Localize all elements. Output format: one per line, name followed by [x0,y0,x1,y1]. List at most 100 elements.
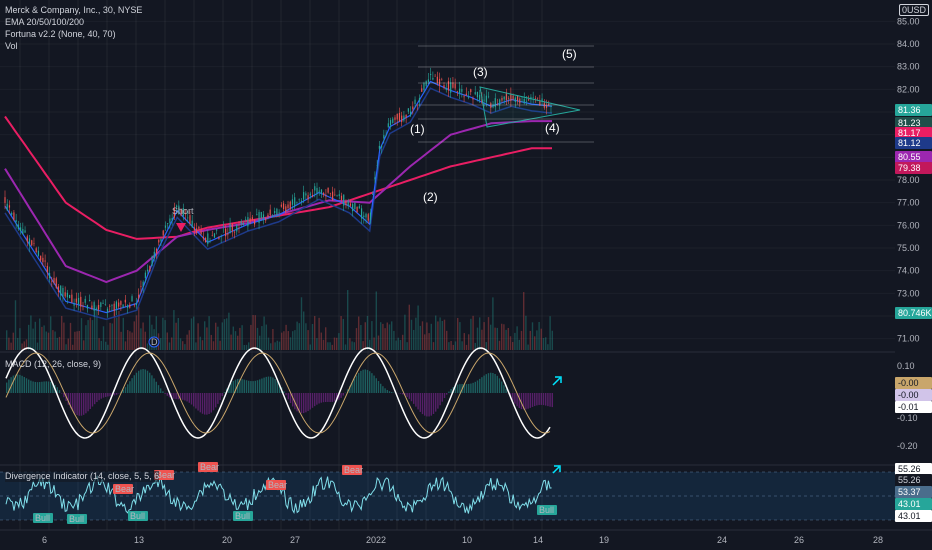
macd-tag: -0.00 [895,389,932,401]
macd-hist-bar [118,393,120,394]
macd-hist-bar [254,380,256,393]
candle-body [285,206,287,213]
volume-bar [208,316,210,350]
wave-5-label: (5) [562,47,577,61]
macd-hist-bar [234,379,237,393]
volume-bar [527,344,529,350]
macd-hist-bar [217,393,219,404]
wave-4-label: (4) [545,121,560,135]
bull-label-bg [33,513,53,523]
wave-3-label: (3) [473,65,488,79]
macd-hist-bar [193,393,195,407]
volume-bar [278,341,281,350]
candle-body [409,111,412,115]
macd-hist-bar [28,379,30,393]
volume-bar [545,337,547,350]
candle-body [120,301,122,305]
candle-body [233,231,236,233]
volume-bar [294,330,296,350]
volume-bar [36,342,39,350]
volume-bar [322,339,325,350]
macd-hist-bar [384,388,386,393]
volume-bar [127,330,129,350]
candle-body [213,233,216,238]
macd-hist-bar [206,393,208,415]
candle-body [358,206,360,209]
currency-prefix: 0 [901,5,907,15]
bear-label: Bear [268,480,287,490]
volume-bar [439,317,441,350]
macd-hist-bar [201,393,204,414]
time-tick-label: 6 [42,535,47,545]
volume-bar [219,340,221,350]
macd-hist-bar [505,389,507,393]
candle-body [363,215,365,218]
bear-label: Bear [115,484,134,494]
macd-hist-bar [78,393,80,416]
volume-bar [32,328,34,350]
volume-bar [58,336,61,350]
macd-hist-bar [303,393,305,414]
volume-bar [393,330,395,350]
volume-bar [263,316,265,350]
volume-bar [210,334,212,350]
volume-bar [430,323,432,350]
dividend-icon [148,336,160,348]
macd-hist-bar [241,379,243,393]
volume-bar [113,309,116,350]
candle-body [200,231,202,235]
macd-hist-bar [329,393,331,403]
macd-hist-bar [369,371,371,393]
candle-body [519,98,521,104]
candle-body [530,96,532,100]
currency-badge[interactable]: 0USD [898,4,929,16]
candle-body [175,205,178,207]
price-tick-label: 76.00 [897,220,920,230]
macd-up-arrow-icon [552,376,562,386]
volume-bar [19,328,21,350]
macd-hist-bar [410,393,413,402]
volume-bar [140,328,142,350]
volume-bar [195,342,197,350]
bear-label-bg [342,465,362,475]
volume-bar [76,331,78,350]
macd-hist-bar [39,382,41,393]
volume-bar [327,342,329,350]
volume-bar [547,344,549,350]
macd-tick-label: 0.10 [897,361,915,371]
candle-body [432,77,434,80]
volume-bar [523,292,525,350]
macd-hist-bar [219,393,221,401]
macd-hist-bar [327,393,329,402]
volume-bar [457,317,459,350]
macd-hist-bar [298,393,300,413]
volume-bar [228,312,230,350]
candle-body [456,91,458,92]
candle-body [474,92,476,95]
candle-body [454,83,456,89]
macd-hist-bar [190,393,193,405]
macd-hist-bar [373,375,375,393]
price-tag: 81.12 [895,137,932,149]
volume-bar [496,327,498,350]
candle-body [354,202,356,210]
macd-hist-bar [432,393,435,415]
candle-body [525,101,528,103]
volume-bar [373,337,375,350]
volume-bar [199,336,201,350]
candle-body [11,212,13,215]
volume-bar [111,323,113,350]
candle-body [405,114,407,118]
vol-legend: Vol [5,41,18,51]
volume-bar [149,315,151,350]
volume-bar [17,337,19,350]
volume-bar [501,323,503,350]
candle-body [33,243,35,244]
candle-body [336,195,338,197]
volume-bar [314,316,316,350]
volume-bar [56,337,58,350]
fortuna-legend: Fortuna v2.2 (None, 40, 70) [5,29,116,39]
price-candles [4,67,552,318]
time-tick-label: 13 [134,535,144,545]
